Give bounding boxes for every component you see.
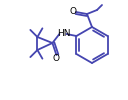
Text: O: O: [69, 8, 76, 16]
Text: O: O: [53, 54, 60, 63]
Text: HN: HN: [57, 30, 70, 38]
